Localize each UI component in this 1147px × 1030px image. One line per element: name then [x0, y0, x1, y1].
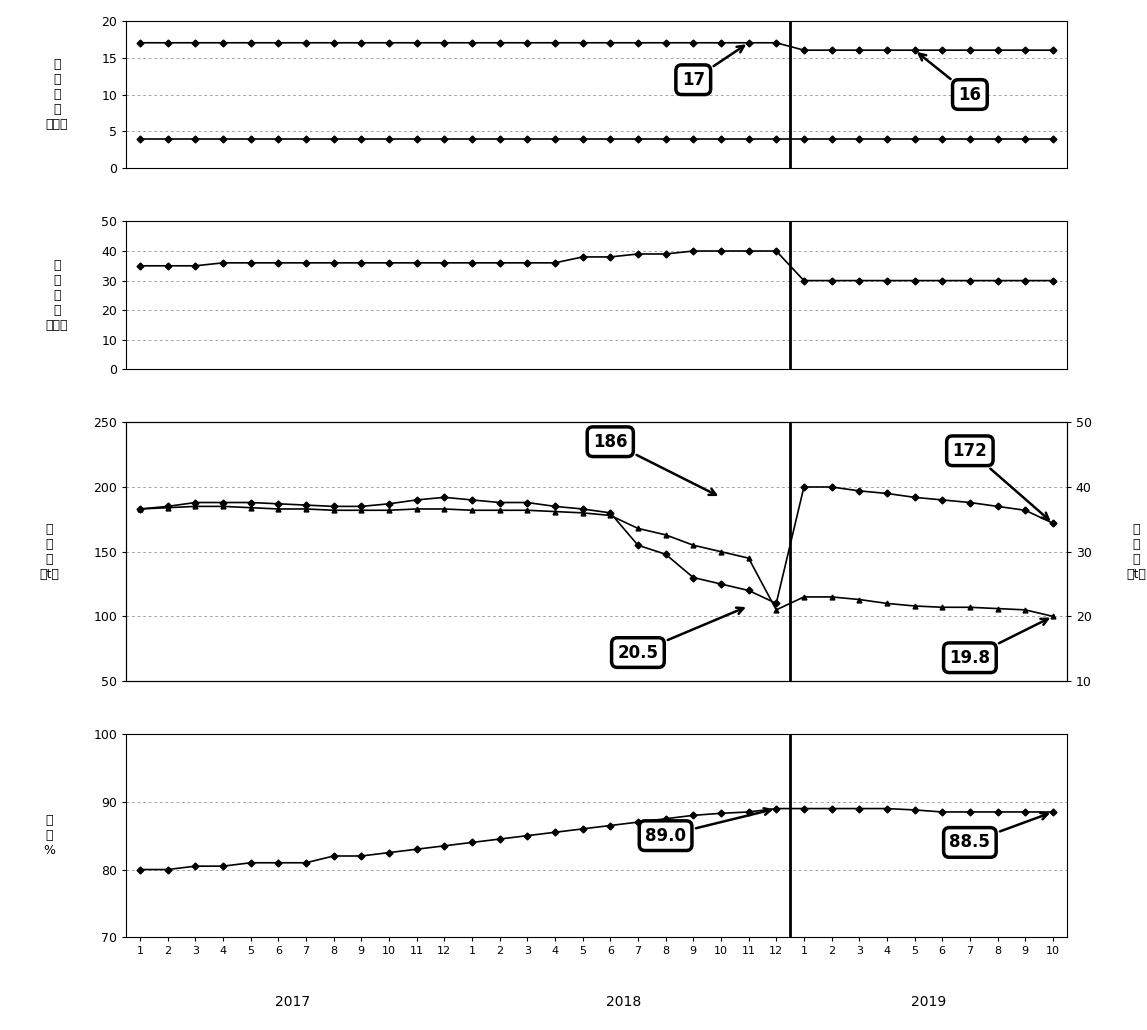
Text: 172: 172 — [952, 442, 1048, 519]
Text: 2017: 2017 — [274, 995, 310, 1009]
Y-axis label: 单
井
日
注
（㎡）: 单 井 日 注 （㎡） — [46, 259, 68, 332]
Text: 89.0: 89.0 — [645, 809, 771, 845]
Text: 2018: 2018 — [607, 995, 641, 1009]
Y-axis label: 油
水
井
数
（口）: 油 水 井 数 （口） — [46, 58, 68, 131]
Y-axis label: 日
产
油
（t）: 日 产 油 （t） — [1126, 522, 1146, 581]
Text: 19.8: 19.8 — [950, 619, 1048, 666]
Text: 2019: 2019 — [911, 995, 946, 1009]
Text: 17: 17 — [681, 46, 744, 89]
Text: 186: 186 — [593, 433, 716, 494]
Text: 20.5: 20.5 — [617, 608, 743, 661]
Y-axis label: 含
水
%: 含 水 % — [42, 814, 55, 857]
Text: 88.5: 88.5 — [950, 813, 1047, 852]
Text: 16: 16 — [919, 54, 982, 103]
Y-axis label: 日
产
液
（t）: 日 产 液 （t） — [39, 522, 58, 581]
